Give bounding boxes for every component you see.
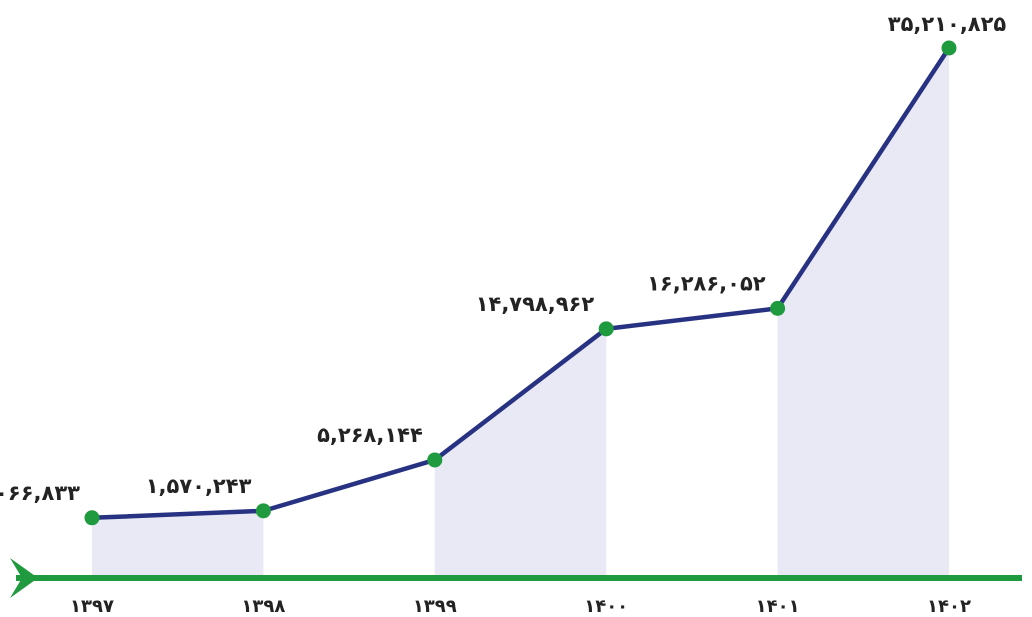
- data-point: [598, 321, 614, 337]
- area-segment: [92, 510, 264, 578]
- data-label: ۱,۰۶۶,۸۳۳: [0, 481, 80, 505]
- x-tick-label: ۱۴۰۱: [756, 596, 800, 617]
- data-point: [770, 300, 786, 316]
- data-point: [84, 510, 100, 526]
- data-point: [427, 452, 443, 468]
- data-label: ۱۶,۲۸۶,۰۵۲: [647, 271, 766, 295]
- data-point: [941, 40, 957, 56]
- area-segment: [777, 48, 949, 578]
- data-point-group: [84, 40, 957, 526]
- series-line: [89, 45, 952, 521]
- x-axis: [10, 558, 1022, 598]
- area-segment: [434, 328, 607, 578]
- data-label: ۵,۲۶۸,۱۴۴: [317, 423, 423, 447]
- x-tick-label: ۱۴۰۲: [927, 596, 971, 617]
- x-tick-label-group: ۱۳۹۷ ۱۳۹۸ ۱۳۹۹ ۱۴۰۰ ۱۴۰۱ ۱۴۰۲: [70, 596, 971, 617]
- series-line-group: [89, 45, 952, 521]
- area-fill-group: [92, 48, 949, 578]
- x-tick-label: ۱۳۹۸: [241, 596, 285, 617]
- data-label: ۱۴,۷۹۸,۹۶۲: [476, 292, 595, 316]
- data-label-group: ۱,۰۶۶,۸۳۳ ۱,۵۷۰,۲۴۳ ۵,۲۶۸,۱۴۴ ۱۴,۷۹۸,۹۶۲ ۱۶,…: [0, 12, 1006, 505]
- x-tick-label: ۱۳۹۷: [70, 596, 114, 617]
- data-label: ۳۵,۲۱۰,۸۲۵: [888, 12, 1007, 36]
- x-tick-label: ۱۳۹۹: [413, 596, 457, 617]
- axis-arrow-icon: [10, 558, 38, 598]
- x-tick-label: ۱۴۰۰: [584, 596, 628, 617]
- data-label: ۱,۵۷۰,۲۴۳: [146, 474, 252, 498]
- data-point: [255, 503, 271, 519]
